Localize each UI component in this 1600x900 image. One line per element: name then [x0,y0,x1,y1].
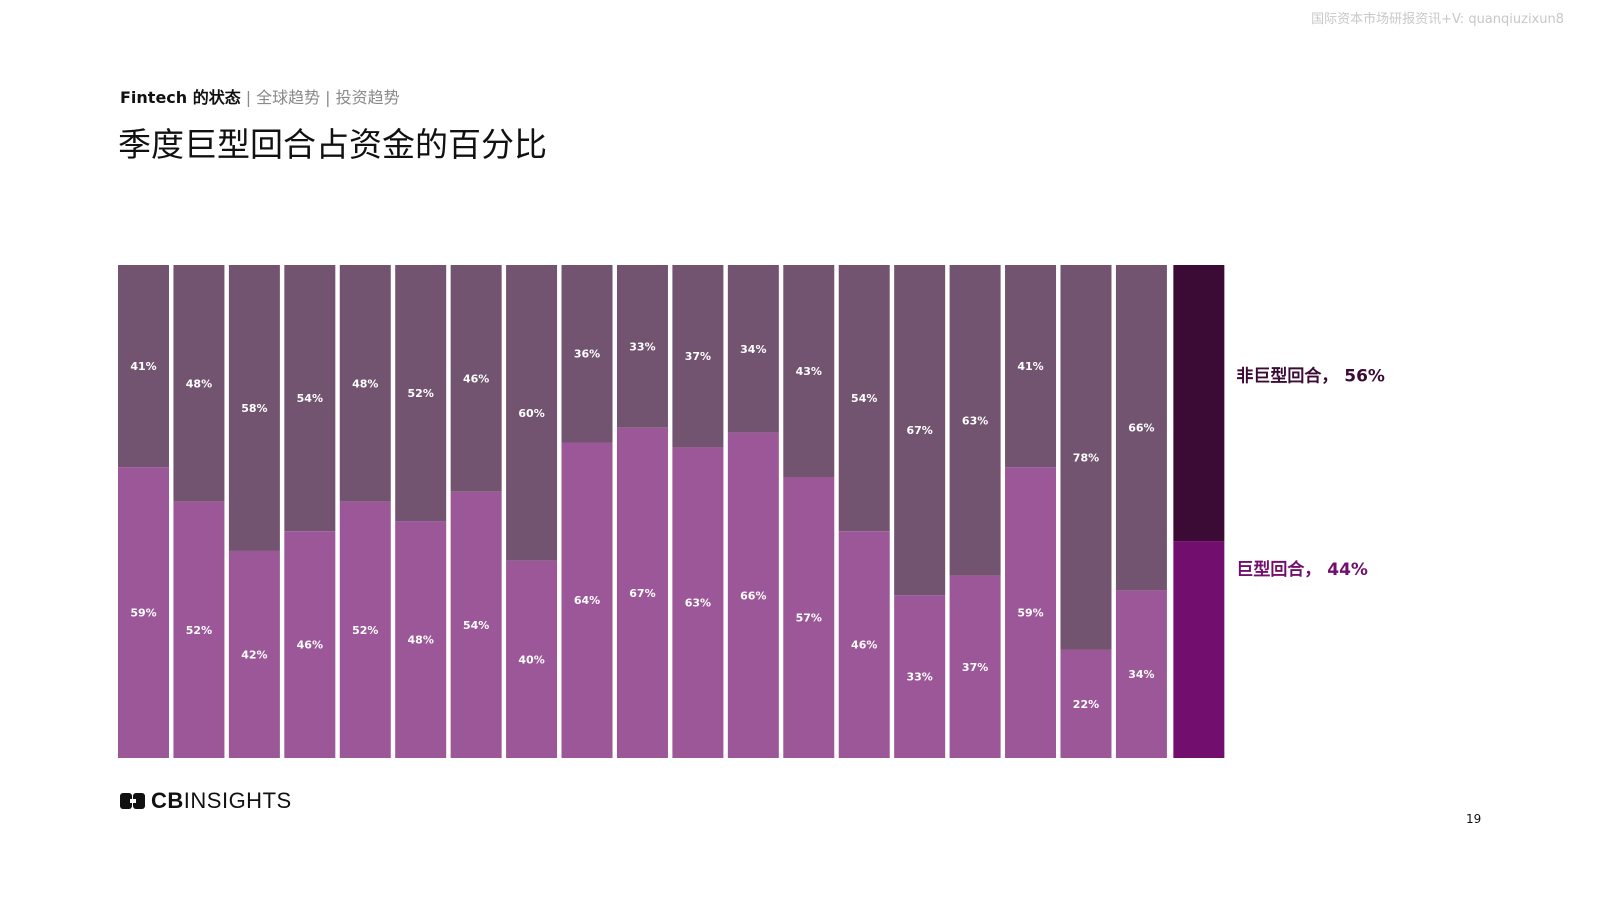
bar-label-mega-12: 66% [740,589,766,602]
breadcrumb-item-global-trends: 全球趋势 [256,88,321,107]
bar-label-non-mega-4: 54% [297,392,323,405]
bar-mega-2 [173,501,225,758]
breadcrumb-separator: | [325,88,331,107]
summary-bar-non-mega [1173,265,1225,542]
bar-non-mega-17 [1005,265,1057,468]
summary-bar-mega [1173,541,1225,758]
logo-prefix: CB [151,788,184,813]
bar-mega-1 [118,467,169,758]
bar-label-mega-14: 46% [851,639,877,652]
bar-mega-14 [838,531,890,758]
bar-mega-7 [450,491,502,758]
bar-mega-5 [339,501,391,758]
page-number: 19 [1466,812,1482,826]
summary-bar-group [1173,265,1225,758]
bar-mega-3 [228,550,280,758]
bar-label-non-mega-8: 60% [518,407,544,420]
bar-label-mega-2: 52% [186,624,212,637]
bar-mega-12 [727,432,779,758]
bar-label-mega-1: 59% [130,607,156,620]
bar-non-mega-11 [672,265,724,448]
bar-label-mega-3: 42% [241,648,267,661]
bar-label-non-mega-14: 54% [851,392,877,405]
bar-label-mega-9: 64% [574,594,600,607]
legend: 非巨型回合， 56% 巨型回合， 44% [1236,365,1385,580]
cb-insights-logo-text: CBINSIGHTS [151,788,292,814]
page-title: 季度巨型回合占资金的百分比 [118,125,547,164]
bar-label-non-mega-18: 78% [1073,451,1099,464]
bar-label-non-mega-13: 43% [796,365,822,378]
bar-mega-10 [616,427,668,758]
bar-mega-16 [949,575,1001,758]
breadcrumb-separator: | [245,88,252,107]
bar-non-mega-5 [339,265,391,502]
bar-mega-8 [506,560,558,758]
legend-label-mega: 巨型回合， 44% [1236,559,1368,580]
bar-label-non-mega-6: 52% [408,387,434,400]
bar-label-mega-6: 48% [408,634,434,647]
bar-label-mega-5: 52% [352,624,378,637]
cb-insights-logo-icon [120,793,145,809]
bar-label-non-mega-9: 36% [574,348,600,361]
bar-mega-17 [1005,467,1057,758]
bar-label-non-mega-7: 46% [463,372,489,385]
bar-label-mega-16: 37% [962,661,988,674]
bar-label-mega-19: 34% [1128,668,1154,681]
bar-mega-9 [561,442,613,758]
bar-non-mega-12 [727,265,779,433]
bar-non-mega-13 [783,265,835,477]
bar-label-non-mega-10: 33% [629,340,655,353]
bar-non-mega-18 [1060,265,1112,650]
bar-label-non-mega-3: 58% [241,402,267,415]
bar-label-non-mega-12: 34% [740,343,766,356]
bar-non-mega-10 [616,265,668,428]
cb-insights-logo: CBINSIGHTS [120,788,292,814]
bar-label-non-mega-2: 48% [186,377,212,390]
bar-label-mega-10: 67% [629,587,655,600]
bar-non-mega-6 [395,265,447,522]
watermark: 国际资本市场研报资讯+V: quanqiuzixun8 [1311,12,1564,27]
bar-label-non-mega-1: 41% [130,360,156,373]
bar-non-mega-7 [450,265,502,492]
bar-label-mega-7: 54% [463,619,489,632]
bar-non-mega-3 [228,265,280,551]
bar-mega-18 [1060,649,1112,758]
bar-mega-4 [284,531,336,758]
bar-non-mega-15 [894,265,946,596]
logo-suffix: INSIGHTS [183,788,292,813]
breadcrumb-item-investment-trends: 投资趋势 [335,88,400,107]
bar-label-non-mega-17: 41% [1017,360,1043,373]
bar-mega-15 [894,595,946,758]
bar-label-mega-15: 33% [906,671,932,684]
bar-label-non-mega-15: 67% [906,424,932,437]
bar-label-mega-17: 59% [1017,607,1043,620]
bar-label-non-mega-5: 48% [352,377,378,390]
bar-label-mega-18: 22% [1073,698,1099,711]
bar-label-non-mega-19: 66% [1128,422,1154,435]
bar-non-mega-2 [173,265,225,502]
bar-mega-11 [672,447,724,758]
bar-label-mega-11: 63% [685,597,711,610]
bar-label-mega-4: 46% [297,639,323,652]
bar-label-mega-13: 57% [796,611,822,624]
bar-non-mega-4 [284,265,336,532]
bar-non-mega-1 [118,265,169,468]
bar-mega-6 [395,521,447,758]
bar-non-mega-14 [838,265,890,532]
bar-non-mega-9 [561,265,613,443]
bar-group [118,265,1167,758]
bar-non-mega-8 [506,265,558,561]
breadcrumb: Fintech 的状态 | 全球趋势 | 投资趋势 [120,84,400,108]
bar-non-mega-16 [949,265,1001,576]
bar-non-mega-19 [1115,265,1167,591]
bar-mega-19 [1115,590,1167,758]
bar-label-non-mega-11: 37% [685,350,711,363]
breadcrumb-section: Fintech 的状态 [120,88,241,107]
bar-label-mega-8: 40% [518,653,544,666]
bar-mega-13 [783,476,835,758]
legend-label-non-mega: 非巨型回合， 56% [1236,365,1385,386]
bar-label-group: 41% 59% 48% 52% 58% 42% 54% 46% 48% 52% 52% 48% 46% 5… [130,340,1154,710]
bar-label-non-mega-16: 63% [962,414,988,427]
